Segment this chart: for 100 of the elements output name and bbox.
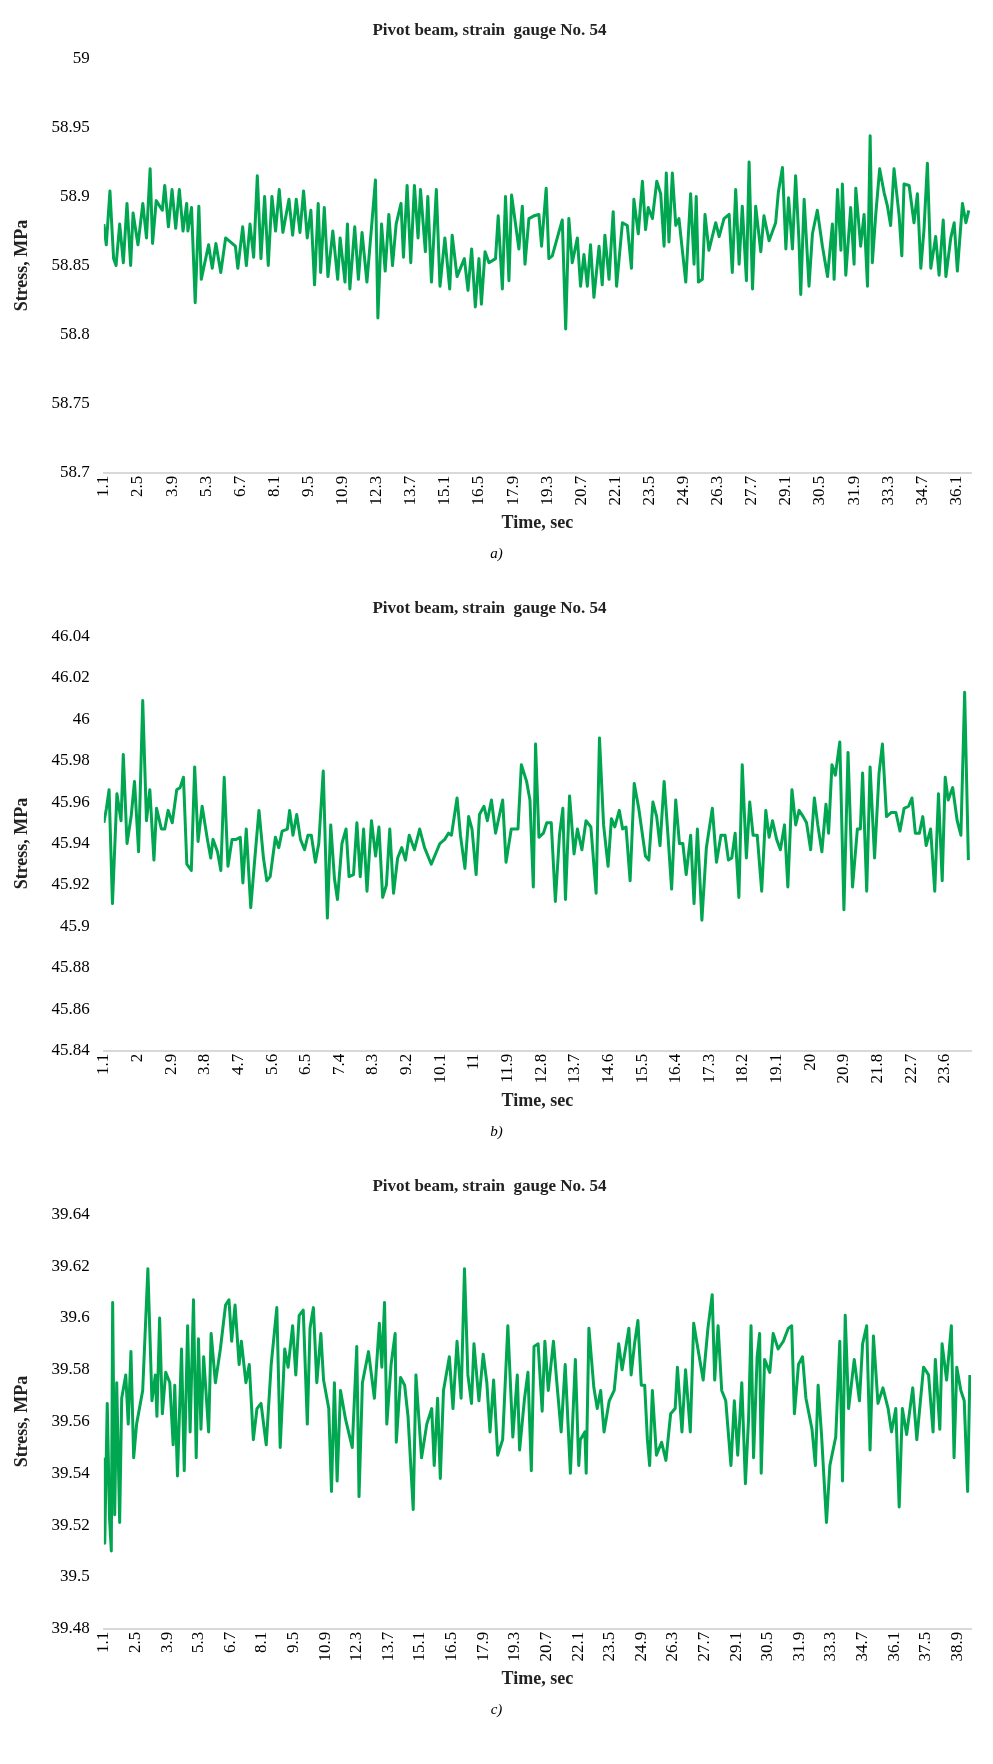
chart-title: Pivot beam, strain gauge No. 54: [372, 597, 608, 617]
x-tick-label: 26.3: [662, 1631, 682, 1662]
x-tick-label: 11.9: [496, 1053, 516, 1083]
x-tick-label: 10.9: [314, 1631, 334, 1662]
x-tick-label: 17.9: [472, 1631, 492, 1662]
x-tick-label: 22.1: [604, 475, 624, 506]
x-tick-label: 2: [126, 1053, 146, 1063]
x-tick-label: 6.7: [219, 1631, 239, 1653]
y-tick-label: 46: [72, 708, 90, 728]
x-tick-label: 21.8: [867, 1053, 887, 1084]
chart-title: Pivot beam, strain gauge No. 54: [372, 19, 608, 39]
y-axis-title: Stress, MPa: [11, 1375, 32, 1468]
y-tick-label: 39.52: [51, 1514, 90, 1534]
text: a): [489, 544, 504, 563]
x-tick-label: 15.1: [434, 475, 454, 506]
y-tick-label: 45.9: [60, 915, 90, 935]
y-tick-label: 45.98: [51, 750, 90, 770]
x-tick-label: 9.2: [396, 1053, 416, 1075]
x-tick-label: 9.5: [283, 1631, 303, 1653]
x-tick-label: 16.5: [441, 1631, 461, 1662]
x-tick-label: 27.7: [694, 1631, 713, 1662]
x-tick-label: 19.3: [536, 475, 556, 506]
chart-title: Pivot beam, strain gauge No. 54: [372, 1175, 608, 1195]
y-tick-label: 58.95: [51, 116, 90, 136]
x-tick-label: 5.3: [188, 1631, 208, 1653]
x-tick-label: 19.1: [766, 1053, 786, 1084]
y-tick-label: 46.02: [51, 667, 90, 687]
x-axis-title: Time, sec: [501, 1089, 574, 1110]
text: b): [489, 1122, 504, 1141]
x-tick-label: 34.7: [911, 475, 931, 506]
x-tick-label: 2.5: [127, 475, 147, 497]
y-tick-label: 58.7: [60, 462, 91, 482]
x-tick-label: 8.3: [362, 1053, 382, 1075]
y-tick-label: 39.5: [60, 1566, 90, 1586]
x-tick-label: 8.1: [263, 475, 283, 497]
x-tick-label: 1.1: [93, 1631, 113, 1653]
y-tick-label: 46.04: [51, 625, 91, 645]
y-tick-label: 45.84: [51, 1040, 91, 1060]
x-tick-label: 17.3: [698, 1053, 718, 1084]
x-tick-label: 3.8: [194, 1053, 214, 1075]
x-tick-label: 33.3: [877, 475, 897, 506]
x-tick-label: 23.5: [599, 1631, 619, 1662]
x-tick-label: 29.1: [775, 475, 795, 506]
x-tick-label: 11: [463, 1053, 483, 1071]
x-tick-label: 1.1: [93, 1053, 113, 1075]
x-tick-label: 1.1: [93, 475, 113, 497]
y-tick-label: 59: [72, 47, 90, 67]
y-tick-label: 39.62: [51, 1255, 90, 1275]
x-tick-label: 6.5: [295, 1053, 315, 1075]
y-tick-label: 45.92: [51, 874, 90, 894]
x-tick-label: 20.7: [570, 475, 590, 506]
y-axis-title: Stress, MPa: [11, 219, 32, 312]
x-axis-title: Time, sec: [501, 511, 574, 532]
y-tick-label: 39.6: [60, 1307, 90, 1327]
x-tick-label: 30.5: [809, 475, 829, 506]
x-tick-label: 27.7: [741, 475, 761, 506]
y-tick-label: 45.86: [51, 998, 90, 1018]
x-tick-label: 24.9: [630, 1631, 650, 1662]
x-tick-label: 10.1: [429, 1053, 449, 1084]
x-tick-label: 14.6: [597, 1053, 617, 1084]
y-axis-title: Stress, MPa: [11, 797, 32, 890]
x-tick-label: 22.7: [900, 1053, 920, 1084]
x-tick-label: 5.3: [195, 475, 215, 497]
x-tick-label: 5.6: [261, 1053, 281, 1075]
x-tick-label: 38.9: [946, 1631, 966, 1662]
x-tick-label: 18.2: [732, 1053, 752, 1084]
x-tick-label: 20: [799, 1053, 819, 1071]
x-tick-label: 8.1: [251, 1631, 271, 1653]
x-tick-label: 37.5: [915, 1631, 935, 1662]
x-tick-label: 33.3: [820, 1631, 840, 1662]
x-tick-label: 6.7: [229, 475, 249, 497]
y-tick-label: 39.54: [51, 1462, 91, 1482]
y-tick-label: 45.88: [51, 957, 90, 977]
x-tick-label: 3.9: [161, 475, 181, 497]
y-tick-label: 58.9: [60, 185, 90, 205]
x-tick-label: 12.3: [346, 1631, 366, 1662]
y-tick-label: 58.75: [51, 393, 90, 413]
x-tick-label: 23.6: [934, 1053, 954, 1084]
x-tick-label: 34.7: [852, 1631, 872, 1662]
x-tick-label: 30.5: [757, 1631, 777, 1662]
y-tick-label: 45.94: [51, 832, 91, 852]
x-tick-label: 2.9: [160, 1053, 180, 1075]
y-tick-label: 39.58: [51, 1359, 90, 1379]
x-tick-label: 26.3: [707, 475, 727, 506]
x-tick-label: 36.1: [883, 1631, 903, 1662]
y-tick-label: 39.56: [51, 1410, 90, 1430]
y-tick-label: 45.96: [51, 791, 90, 811]
x-tick-label: 29.1: [725, 1631, 745, 1662]
x-tick-label: 10.9: [332, 475, 352, 506]
x-tick-label: 31.9: [843, 475, 863, 506]
x-tick-label: 24.9: [673, 475, 693, 506]
x-tick-label: 9.5: [297, 475, 317, 497]
y-tick-label: 58.8: [60, 324, 90, 344]
y-tick-label: 58.85: [51, 254, 90, 274]
text: c): [489, 1700, 504, 1719]
y-tick-label: 39.64: [51, 1203, 91, 1223]
x-tick-label: 22.1: [567, 1631, 587, 1662]
x-tick-label: 13.7: [564, 1053, 584, 1084]
x-tick-label: 3.9: [156, 1631, 176, 1653]
x-tick-label: 19.3: [504, 1631, 524, 1662]
